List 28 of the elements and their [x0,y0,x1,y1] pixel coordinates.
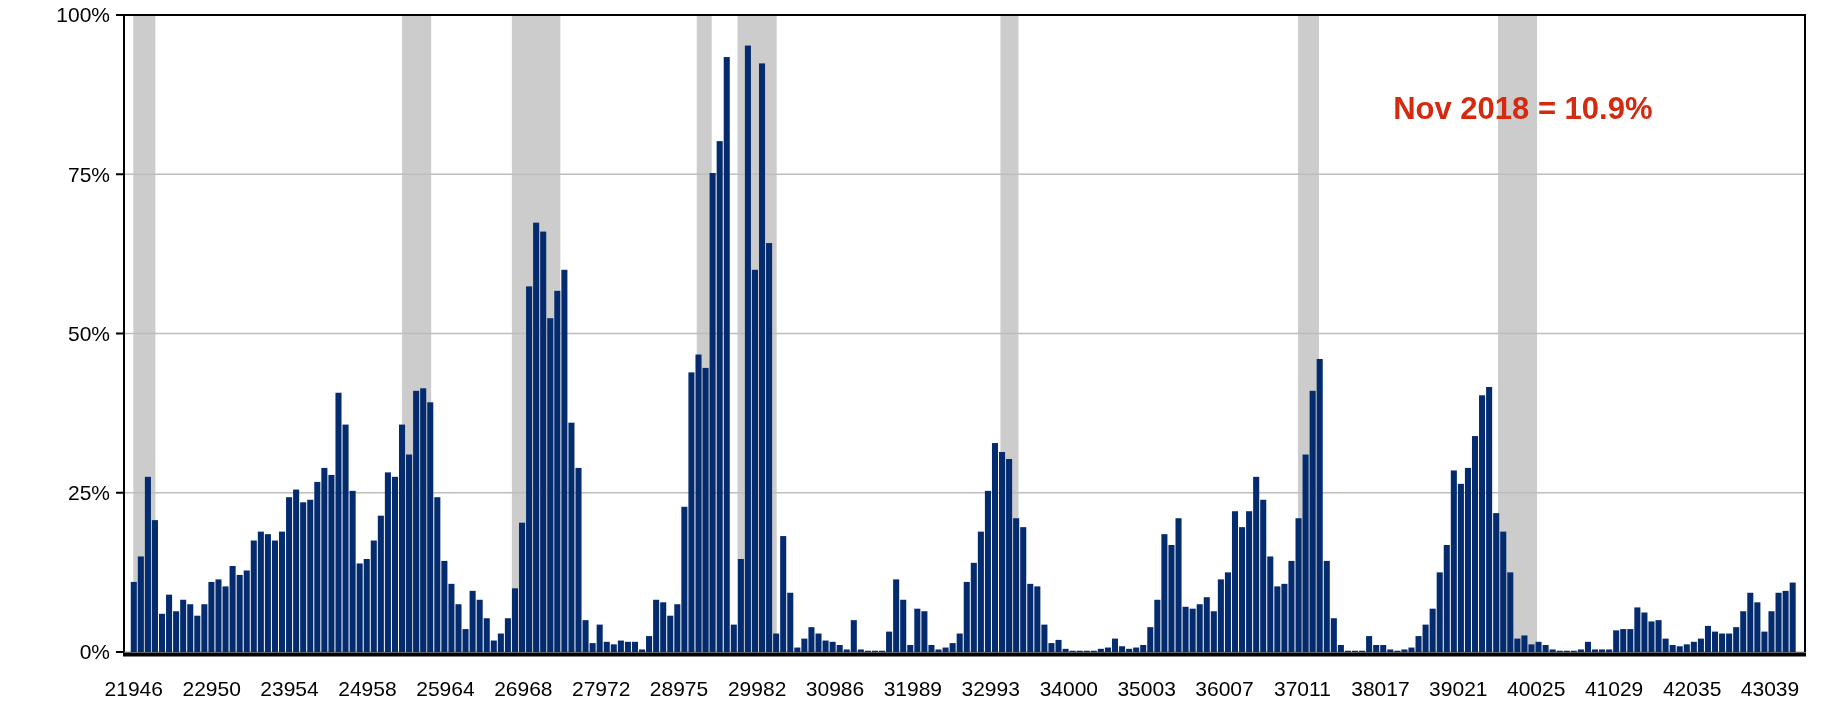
x-tick-label: 22950 [182,677,241,700]
x-tick-label: 38017 [1351,677,1410,700]
x-tick-label: 30986 [805,677,865,700]
x-tick-label: 34000 [1039,677,1099,700]
y-tick-label: 25% [67,481,110,505]
x-tick-label: 24958 [338,677,397,700]
x-tick-label: 35003 [1117,677,1176,700]
x-tick-label: 32993 [961,677,1020,700]
x-tick-label: 41029 [1584,677,1644,700]
x-tick-label: 40025 [1507,677,1566,700]
x-tick-label: 23954 [260,677,320,700]
y-tick-label: 0% [79,640,110,664]
y-tick-label: 75% [67,162,110,186]
x-tick-label: 37011 [1273,677,1331,700]
y-tick-label: 50% [67,321,110,345]
x-tick-label: 21946 [104,677,163,700]
x-tick-label: 43039 [1740,677,1800,700]
x-tick-label: 42035 [1662,677,1722,700]
x-tick-label: 31989 [883,677,943,700]
x-tick-label: 29982 [727,677,787,700]
x-tick-label: 28975 [649,677,709,700]
annotation: Nov 2018 = 10.9% [1393,91,1653,126]
x-tick-label: 27972 [572,677,631,700]
y-tick-label: 100% [56,3,110,27]
x-tick-label: 39021 [1429,677,1488,700]
x-tick-label: 26968 [494,677,553,700]
x-tick-label: 25964 [416,677,475,700]
x-tick-label: 36007 [1195,677,1254,700]
